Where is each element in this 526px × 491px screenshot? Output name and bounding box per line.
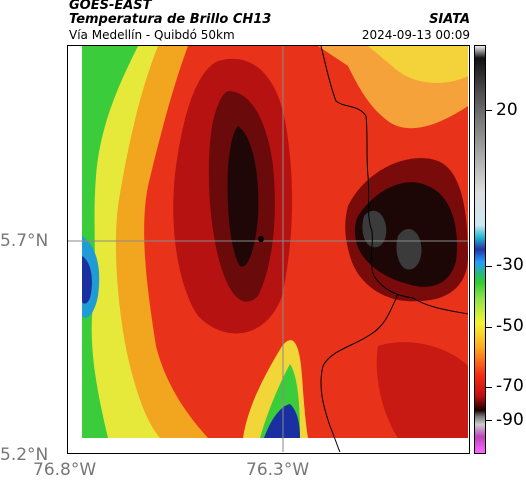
colorbar-label-20: 20	[496, 100, 518, 120]
map-frame	[67, 45, 470, 454]
lat-label-5-7: 5.7°N	[0, 231, 49, 251]
brightness-temperature-map	[68, 46, 468, 452]
colorbar-tick-minus90	[486, 420, 492, 421]
lon-label-76-8: 76.8°W	[33, 460, 97, 480]
organization-label: SIATA	[429, 12, 470, 27]
colorbar-label-minus70: -70	[496, 376, 524, 396]
product-title: Temperatura de Brillo CH13	[69, 12, 272, 27]
colorbar	[474, 45, 486, 454]
colorbar-tick-minus50	[486, 327, 492, 328]
colorbar-tick-minus70	[486, 387, 492, 388]
colorbar-tick-20	[486, 110, 492, 111]
coastline-border	[320, 46, 468, 315]
department-border	[320, 293, 399, 452]
city-marker	[258, 236, 264, 242]
colorbar-tick-minus30	[486, 266, 492, 267]
region-subtitle: Vía Medellín - Quibdó 50km	[69, 28, 235, 42]
colorbar-label-minus30: -30	[496, 255, 524, 275]
satellite-name: GOES-EAST	[69, 0, 152, 13]
lat-label-5-2: 5.2°N	[0, 445, 49, 465]
colorbar-label-minus50: -50	[496, 316, 524, 336]
lon-label-76-3: 76.3°W	[246, 460, 310, 480]
colorbar-label-minus90: -90	[496, 410, 524, 430]
timestamp-label: 2024-09-13 00:09	[361, 28, 470, 42]
